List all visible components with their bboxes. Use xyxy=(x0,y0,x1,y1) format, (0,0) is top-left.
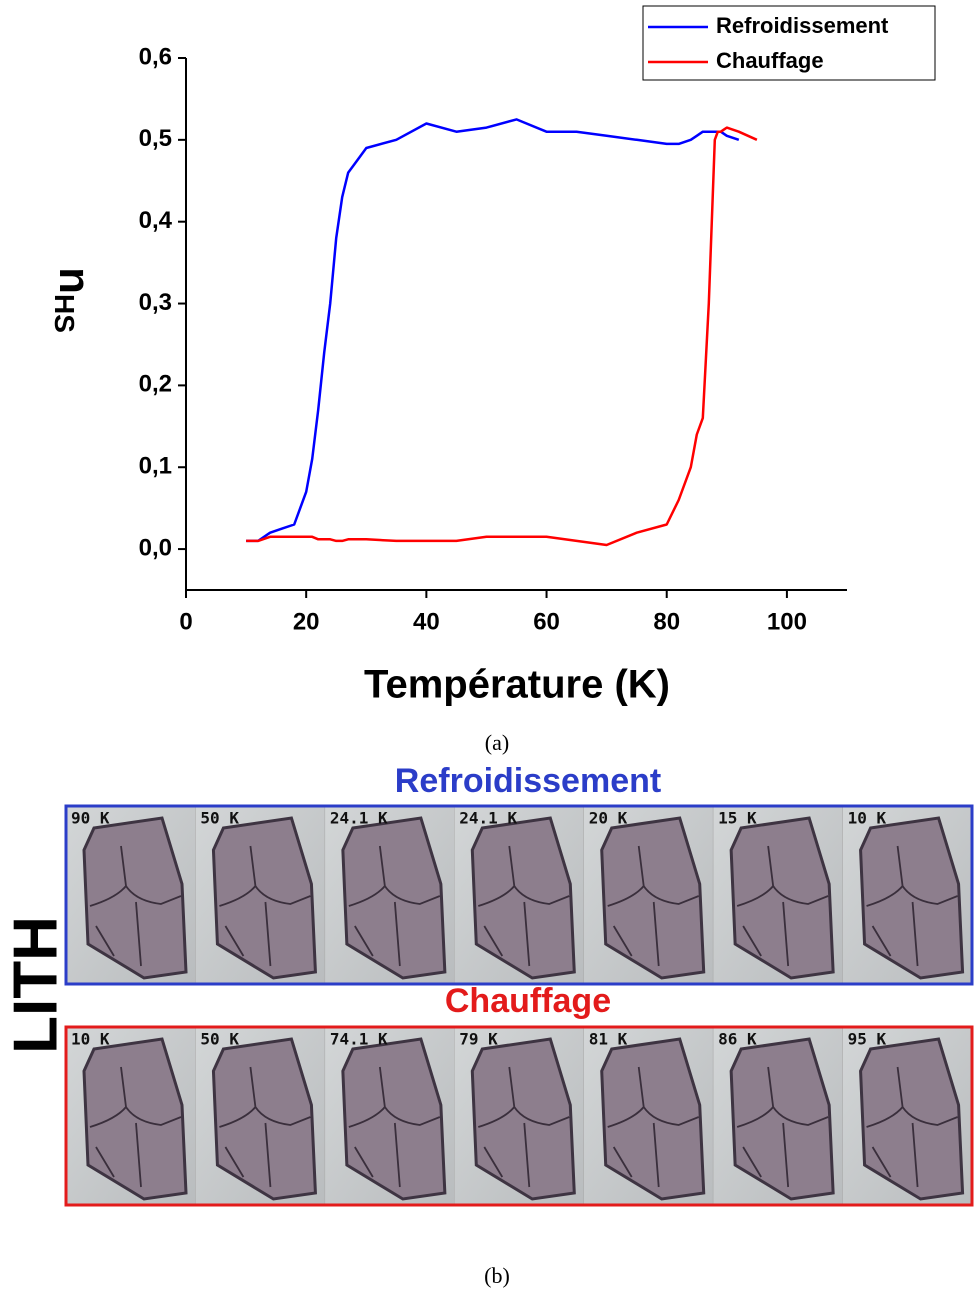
frame-label: 79 K xyxy=(459,1030,498,1049)
x-tick-label: 0 xyxy=(179,608,192,635)
photo-frame: 50 K xyxy=(195,1026,326,1206)
photo-frame: 10 K xyxy=(842,805,973,985)
y-tick-label: 0,2 xyxy=(139,371,172,398)
y-tick-label: 0,0 xyxy=(139,534,172,561)
caption: (a) xyxy=(485,730,509,755)
crystal-crack xyxy=(866,1066,958,1188)
crystal xyxy=(470,1037,576,1201)
crystal-crack xyxy=(736,1066,829,1188)
crystal-crack xyxy=(478,845,570,967)
legend-box xyxy=(642,5,936,81)
legend-label: Chauffage xyxy=(716,48,824,73)
photo-frame: 74.1 K xyxy=(324,1026,455,1206)
strip-border xyxy=(64,804,974,986)
frame-label: 50 K xyxy=(200,1030,239,1049)
frame-label: 90 K xyxy=(71,809,110,828)
crystal xyxy=(341,1037,447,1201)
photo-frame: 20 K xyxy=(583,805,714,985)
frame-label: 50 K xyxy=(200,809,239,828)
photo-frame: 90 K xyxy=(65,805,196,985)
crystal-crack xyxy=(866,845,958,967)
crystal-crack xyxy=(89,1066,182,1188)
frame-label: 10 K xyxy=(71,1030,110,1049)
frame-label: 15 K xyxy=(718,809,757,828)
photo-frame: 10 K xyxy=(65,1026,196,1206)
photo-frame: 81 K xyxy=(583,1026,714,1206)
row-title: Chauffage xyxy=(445,982,611,1020)
y-tick-label: 0,1 xyxy=(139,453,172,480)
y-tick-label: 0,5 xyxy=(139,125,172,152)
series-line xyxy=(246,126,758,547)
frame-label: 81 K xyxy=(589,1030,628,1049)
crystal xyxy=(729,816,835,980)
crystal xyxy=(470,816,576,980)
frame-label: 95 K xyxy=(848,1030,887,1049)
crystal-crack xyxy=(219,845,311,967)
y-tick-label: 0,4 xyxy=(139,207,173,234)
photo-frame: 50 K xyxy=(195,805,326,985)
frame-label: 74.1 K xyxy=(330,1030,388,1049)
photo-frame: 24.1 K xyxy=(454,805,584,985)
y-axis-title: nHS xyxy=(49,267,100,333)
crystal-crack xyxy=(348,845,441,967)
crystal-crack xyxy=(607,845,700,967)
row-title: Refroidissement xyxy=(395,762,661,800)
legend-label: Refroidissement xyxy=(716,13,889,38)
x-axis-title: Température (K) xyxy=(364,663,670,707)
photo-frame: 79 K xyxy=(454,1026,584,1206)
x-tick-label: 60 xyxy=(533,608,560,635)
crystal xyxy=(211,1037,317,1201)
crystal-crack xyxy=(607,1066,700,1188)
x-tick-label: 100 xyxy=(767,608,807,635)
photo-frame: 95 K xyxy=(842,1026,973,1206)
frame-label: 24.1 K xyxy=(459,809,517,828)
crystal-crack xyxy=(736,845,829,967)
strip-border xyxy=(64,1025,974,1207)
crystal xyxy=(600,1037,706,1201)
photo-frame: 15 K xyxy=(712,805,843,985)
crystal xyxy=(600,816,706,980)
crystal-crack xyxy=(219,1066,311,1188)
caption: (b) xyxy=(484,1263,510,1288)
frame-label: 24.1 K xyxy=(330,809,388,828)
x-tick-label: 80 xyxy=(653,608,680,635)
y-axis-title-sub: HS xyxy=(49,294,80,333)
crystal xyxy=(859,816,965,980)
crystal xyxy=(82,1037,188,1201)
crystal xyxy=(729,1037,835,1201)
crystal-crack xyxy=(89,845,182,967)
crystal-crack xyxy=(478,1066,570,1188)
y-tick-label: 0,3 xyxy=(139,289,172,316)
frame-label: 10 K xyxy=(848,809,887,828)
side-label: LITH xyxy=(1,916,70,1054)
crystal xyxy=(211,816,317,980)
y-tick-label: 0,6 xyxy=(139,43,172,70)
series-line xyxy=(246,118,740,543)
x-tick-label: 40 xyxy=(413,608,440,635)
photo-frame: 86 K xyxy=(712,1026,843,1206)
photo-frame: 24.1 K xyxy=(324,805,455,985)
crystal xyxy=(859,1037,965,1201)
crystal xyxy=(341,816,447,980)
y-axis-title-main: n xyxy=(50,267,99,294)
crystal xyxy=(82,816,188,980)
crystal-crack xyxy=(348,1066,441,1188)
x-tick-label: 20 xyxy=(293,608,320,635)
frame-label: 86 K xyxy=(718,1030,757,1049)
frame-label: 20 K xyxy=(589,809,628,828)
